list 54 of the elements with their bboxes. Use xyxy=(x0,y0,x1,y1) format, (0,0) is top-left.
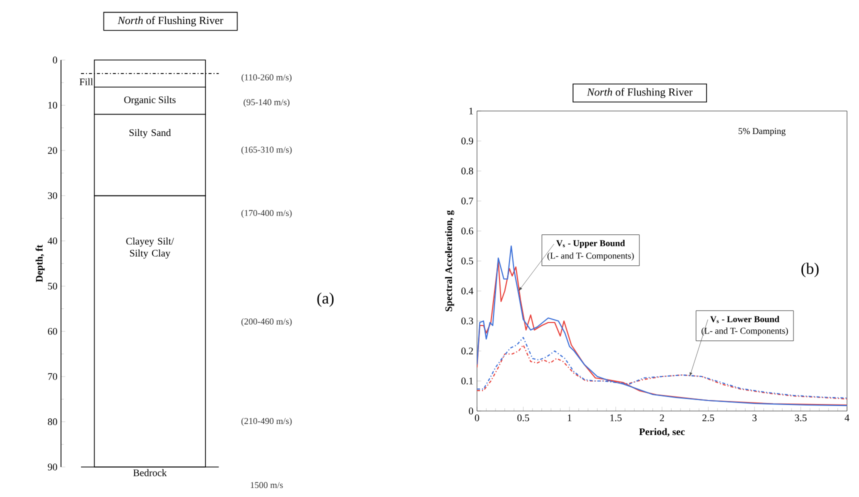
y-tick-label: 90 xyxy=(48,464,58,470)
text: (a) xyxy=(317,292,334,307)
text: (200-460 m/s) xyxy=(241,318,292,326)
x-tick-label: 2.5 xyxy=(702,414,714,422)
series-label: Clayey Silt/ Silty Clay xyxy=(126,238,174,259)
y-tick-label: 0.3 xyxy=(461,318,474,324)
y-tick-label: 0.1 xyxy=(461,378,473,384)
text: 1500 m/s xyxy=(250,482,283,488)
x-tick-label: 2 xyxy=(660,414,664,422)
x-tick-label: 0 xyxy=(474,414,480,422)
x-tick-label: 1 xyxy=(568,414,572,422)
y-axis-title: Depth, ft xyxy=(36,244,45,282)
y-tick-label: 0.4 xyxy=(461,288,474,294)
y-tick-label: 0 xyxy=(468,408,474,414)
y-tick-label: 20 xyxy=(48,147,58,154)
y-axis-title: Spectral Acceleration, g xyxy=(445,210,454,312)
chart-title: North of Flushing River xyxy=(586,88,693,98)
y-tick-label: 10 xyxy=(48,102,58,109)
y-tick-label: 0.6 xyxy=(461,228,474,234)
annotation: V$_{s}$ - Upper Bound xyxy=(556,240,625,248)
y-tick-label: 60 xyxy=(48,328,58,335)
annotation: (L- and T- Components) xyxy=(702,328,788,336)
series-label: Fill xyxy=(80,78,93,86)
text: (165-310 m/s) xyxy=(241,146,292,155)
x-tick-label: 0.5 xyxy=(517,414,530,422)
y-tick-label: 0.2 xyxy=(461,348,473,354)
y-tick-label: 0.8 xyxy=(461,168,474,174)
annotation: (L- and T- Components) xyxy=(547,252,634,261)
x-tick-label: 3 xyxy=(752,414,757,422)
text: (170-400 m/s) xyxy=(241,210,292,218)
annotation: 5% Damping xyxy=(738,128,786,136)
text: (210-490 m/s) xyxy=(241,418,292,426)
x-tick-label: 3.5 xyxy=(795,414,807,422)
y-tick-label: 40 xyxy=(48,238,58,244)
y-tick-label: 50 xyxy=(48,282,58,290)
y-tick-label: 0 xyxy=(52,56,58,64)
annotation: (b) xyxy=(801,262,819,278)
y-tick-label: 30 xyxy=(48,192,58,200)
y-tick-label: 1 xyxy=(469,108,473,114)
y-tick-label: 0.5 xyxy=(461,258,474,264)
annotation: V$_{s}$ - Lower Bound xyxy=(710,316,780,324)
y-tick-label: 0.7 xyxy=(461,198,474,204)
chart-title: North of Flushing River xyxy=(118,16,224,26)
ref-line-label: Bedrock xyxy=(133,469,167,476)
x-tick-label: 4 xyxy=(844,414,850,422)
series-label: Silty Sand xyxy=(130,129,171,138)
x-axis-title: Period, sec xyxy=(639,428,685,437)
text: (110-260 m/s) xyxy=(242,74,292,82)
y-tick-label: 0.9 xyxy=(461,138,474,144)
x-tick-label: 1.5 xyxy=(610,414,622,422)
y-tick-label: 70 xyxy=(48,373,58,380)
series-label: Organic Silts xyxy=(124,96,176,106)
text: (95-140 m/s) xyxy=(244,98,290,108)
y-tick-label: 80 xyxy=(48,418,58,426)
